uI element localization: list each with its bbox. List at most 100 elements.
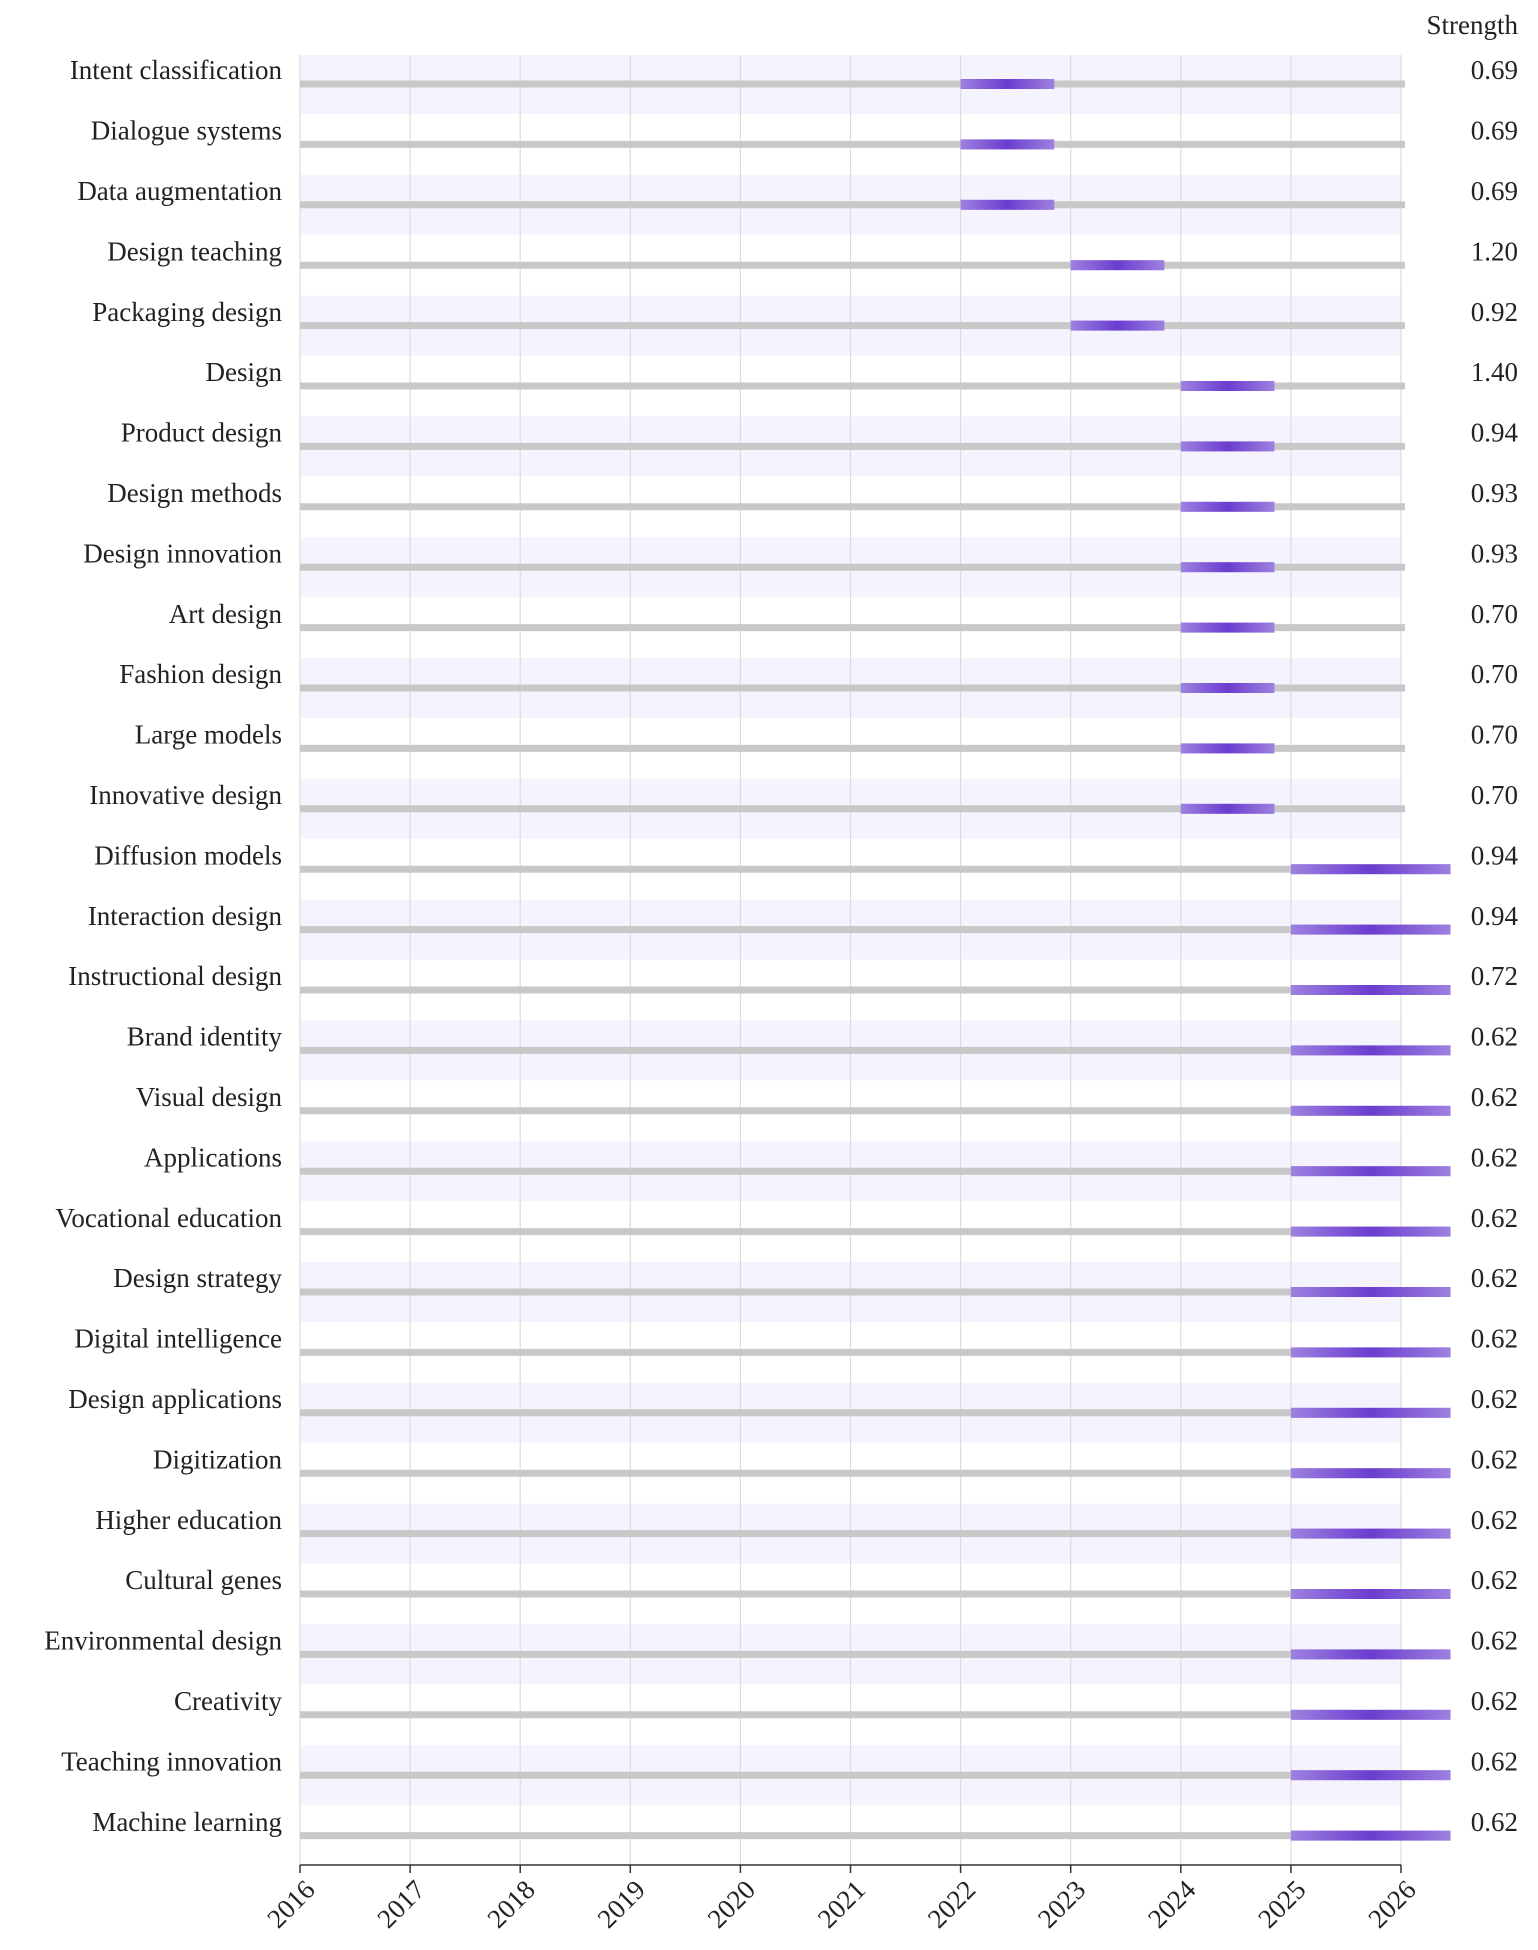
burst-sheen (1290, 1468, 1451, 1479)
burst-sheen (1180, 622, 1275, 633)
burst-sheen (1290, 924, 1451, 935)
keyword-label: Instructional design (68, 961, 282, 991)
keyword-label: Brand identity (127, 1022, 283, 1052)
x-tick-label: 2022 (922, 1874, 981, 1933)
x-tick-label: 2018 (481, 1874, 540, 1933)
strength-value: 0.70 (1471, 659, 1518, 689)
keyword-label: Interaction design (88, 901, 283, 931)
keyword-label: Environmental design (44, 1626, 282, 1656)
x-tick-label: 2024 (1142, 1874, 1202, 1934)
strength-value: 0.72 (1471, 961, 1518, 991)
strength-value: 0.62 (1471, 1082, 1518, 1112)
burst-sheen (1070, 260, 1165, 271)
strength-value: 0.62 (1471, 1324, 1518, 1354)
burst-sheen (1070, 320, 1165, 331)
burst-sheen (1290, 1528, 1451, 1539)
strength-value: 0.70 (1471, 599, 1518, 629)
keyword-label: Product design (121, 418, 283, 448)
x-tick-label: 2023 (1032, 1874, 1091, 1933)
x-tick-label: 2017 (371, 1874, 430, 1933)
x-tick-label: 2026 (1362, 1874, 1421, 1933)
strength-value: 0.93 (1471, 478, 1518, 508)
burst-sheen (1290, 1347, 1451, 1358)
keyword-label: Large models (135, 720, 282, 750)
keyword-label: Innovative design (89, 780, 282, 810)
burst-sheen (1290, 1105, 1451, 1116)
keyword-label: Machine learning (92, 1807, 282, 1837)
keyword-label: Digital intelligence (74, 1324, 282, 1354)
strength-value: 0.62 (1471, 1022, 1518, 1052)
strength-value: 1.20 (1471, 236, 1518, 266)
keyword-label: Digitization (153, 1444, 282, 1474)
strength-value: 0.62 (1471, 1686, 1518, 1716)
strength-value: 0.70 (1471, 780, 1518, 810)
strength-value: 0.94 (1471, 418, 1519, 448)
burst-sheen (960, 139, 1055, 150)
keyword-label: Design applications (68, 1384, 282, 1414)
keyword-label: Design methods (107, 478, 282, 508)
burst-sheen (1180, 803, 1275, 814)
strength-value: 0.62 (1471, 1203, 1518, 1233)
strength-value: 0.69 (1471, 116, 1518, 146)
burst-sheen (1290, 1287, 1451, 1297)
burst-sheen (1290, 1166, 1451, 1177)
burst-sheen (1290, 1045, 1451, 1056)
strength-value: 0.70 (1471, 720, 1518, 750)
strength-value: 0.69 (1471, 55, 1518, 85)
burst-sheen (1290, 1770, 1451, 1781)
strength-value: 0.62 (1471, 1746, 1518, 1776)
burst-sheen (1180, 743, 1275, 754)
burst-sheen (1290, 1709, 1451, 1720)
x-tick-label: 2016 (261, 1874, 320, 1933)
keyword-label: Applications (144, 1142, 282, 1172)
keyword-label: Intent classification (70, 55, 283, 85)
strength-value: 0.62 (1471, 1626, 1518, 1656)
keyword-label: Creativity (174, 1686, 282, 1716)
x-tick-label: 2019 (592, 1874, 651, 1933)
x-tick-label: 2020 (702, 1874, 761, 1933)
strength-value: 0.62 (1471, 1384, 1518, 1414)
strength-value: 0.62 (1471, 1444, 1518, 1474)
strength-header: Strength (1427, 10, 1519, 40)
keyword-label: Cultural genes (125, 1565, 282, 1595)
keyword-label: Vocational education (55, 1203, 282, 1233)
burst-sheen (1180, 683, 1275, 693)
burst-sheen (1290, 1407, 1451, 1418)
burst-sheen (1290, 1649, 1451, 1660)
burst-sheen (1290, 1226, 1451, 1237)
strength-value: 0.62 (1471, 1505, 1518, 1535)
strength-value: 1.40 (1471, 357, 1518, 387)
strength-value: 0.62 (1471, 1565, 1518, 1595)
keyword-label: Teaching innovation (61, 1746, 282, 1776)
burst-sheen (1180, 501, 1275, 512)
burst-sheen (1180, 562, 1275, 573)
keyword-label: Higher education (95, 1505, 282, 1535)
x-tick-label: 2021 (812, 1874, 871, 1933)
keyword-label: Visual design (136, 1082, 283, 1112)
keyword-label: Art design (169, 599, 283, 629)
keyword-label: Design teaching (107, 236, 282, 266)
burst-sheen (960, 199, 1055, 210)
strength-value: 0.62 (1471, 1142, 1518, 1172)
keyword-label: Data augmentation (77, 176, 282, 206)
burst-sheen (1290, 1830, 1451, 1841)
keyword-label: Fashion design (119, 659, 282, 689)
strength-value: 0.92 (1471, 297, 1518, 327)
strength-value: 0.69 (1471, 176, 1518, 206)
keyword-label: Dialogue systems (91, 116, 282, 146)
burst-sheen (1290, 1589, 1451, 1599)
burst-sheen (1290, 864, 1451, 875)
burst-sheen (960, 79, 1055, 89)
burst-sheen (1180, 381, 1275, 391)
burst-sheen (1180, 441, 1275, 452)
strength-value: 0.94 (1471, 840, 1519, 870)
strength-value: 0.94 (1471, 901, 1519, 931)
strength-value: 0.62 (1471, 1263, 1518, 1293)
keyword-label: Design strategy (113, 1263, 282, 1293)
x-tick-label: 2025 (1252, 1874, 1311, 1933)
keyword-label: Packaging design (92, 297, 282, 327)
keyword-label: Design innovation (83, 538, 282, 568)
keyword-label: Design (206, 357, 283, 387)
burst-sheen (1290, 985, 1451, 995)
